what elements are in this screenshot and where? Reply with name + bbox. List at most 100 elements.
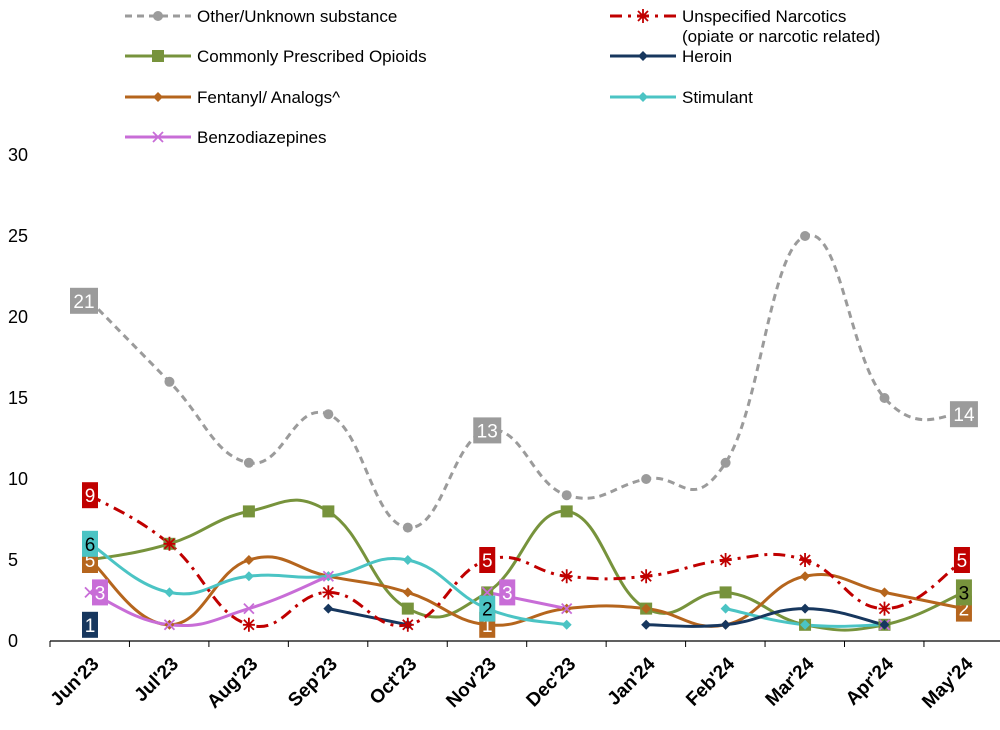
x-tick-label: Aug'23	[203, 654, 262, 713]
x-tick-label: Dec'23	[523, 654, 581, 712]
data-label-text: 2	[959, 600, 970, 621]
series-line	[486, 590, 567, 611]
data-point	[800, 571, 811, 582]
data-label-text: 9	[85, 486, 96, 507]
data-label-box	[949, 401, 978, 428]
data-label: 2	[479, 595, 496, 622]
data-point	[561, 602, 573, 615]
data-point	[243, 555, 254, 565]
data-label: 14	[949, 401, 978, 428]
legend-swatch-marker	[638, 51, 648, 61]
legend-label: Heroin	[682, 47, 732, 66]
data-point	[800, 619, 811, 630]
data-label-text: 13	[477, 421, 498, 442]
data-label-box	[82, 482, 98, 509]
data-label: 3	[92, 579, 108, 606]
x-tick-label: Jun'23	[47, 654, 104, 711]
data-point	[402, 555, 413, 565]
x-tick-label: Nov'23	[442, 654, 500, 712]
data-point	[322, 505, 335, 518]
legend-item: Benzodiazepines	[125, 128, 326, 147]
series-line	[646, 607, 885, 628]
data-label-text: 5	[957, 551, 968, 572]
data-label-text: 2	[482, 600, 493, 621]
data-point	[164, 376, 175, 387]
x-tick-label: Mar'24	[762, 653, 819, 710]
data-point	[243, 457, 254, 468]
series-line	[88, 233, 965, 530]
data-point	[323, 603, 334, 614]
data-label: 1	[82, 611, 98, 638]
x-tick-label: Apr'24	[842, 653, 898, 709]
data-point	[641, 603, 652, 614]
y-tick-label: 25	[8, 226, 28, 246]
data-point	[719, 586, 732, 599]
data-label-box	[70, 287, 98, 314]
data-label-text: 21	[73, 292, 94, 313]
data-label-text: 1	[85, 616, 96, 637]
legend-label: Stimulant	[682, 88, 753, 107]
data-point	[720, 603, 731, 614]
data-label: 6	[82, 530, 98, 557]
legend-label: Commonly Prescribed Opioids	[197, 47, 427, 66]
legend-label: Benzodiazepines	[197, 128, 326, 147]
data-point	[878, 601, 891, 616]
legend-swatch-marker	[152, 50, 164, 62]
data-point	[163, 536, 176, 551]
data-label-text: 3	[502, 583, 513, 604]
series-line	[89, 555, 965, 628]
data-label-text: 5	[482, 551, 493, 572]
legend-swatch-marker	[153, 92, 163, 102]
data-label-box	[499, 579, 516, 606]
data-point	[560, 505, 573, 518]
data-point	[561, 490, 572, 501]
data-point	[879, 587, 890, 598]
data-point	[640, 569, 653, 584]
legend-item: Unspecified Narcotics(opiate or narcotic…	[610, 7, 880, 46]
data-point	[800, 231, 811, 241]
y-axis: 0 5 10 15 20 25 30	[8, 145, 28, 651]
data-point	[322, 570, 334, 582]
data-label-box	[955, 579, 972, 606]
data-label: 3	[499, 579, 516, 606]
data-point	[402, 587, 413, 598]
data-label-text: 3	[959, 583, 970, 604]
y-tick-label: 0	[8, 631, 18, 651]
data-point	[879, 393, 890, 403]
series-markers	[84, 231, 970, 632]
data-point	[641, 474, 652, 484]
data-label-text: 1	[482, 616, 493, 637]
legend-label: Other/Unknown substance	[197, 7, 397, 26]
data-label: 5	[953, 547, 970, 573]
legend-swatch-marker	[152, 131, 164, 143]
x-tick-label: Jul'23	[131, 654, 183, 706]
data-label-box	[473, 417, 502, 444]
y-tick-label: 30	[8, 145, 28, 165]
legend-item: Other/Unknown substance	[125, 7, 397, 26]
data-label: 3	[955, 579, 972, 606]
data-point	[561, 619, 572, 630]
legend-label: (opiate or narcotic related)	[682, 27, 880, 46]
legend-item: Stimulant	[610, 88, 753, 107]
series-lines	[88, 233, 965, 632]
legend-label: Fentanyl/ Analogs^	[197, 88, 340, 107]
series-line	[328, 607, 409, 627]
y-tick-label: 10	[8, 469, 28, 489]
data-label-text: 6	[85, 535, 96, 556]
data-point	[560, 569, 573, 584]
data-label-box	[479, 547, 496, 573]
data-point	[879, 619, 890, 630]
x-tick-label: Sep'23	[284, 654, 342, 712]
x-tick-label: Feb'24	[682, 653, 739, 710]
legend-item: Heroin	[610, 47, 732, 66]
data-label-text: 14	[953, 405, 975, 426]
legend-label: Unspecified Narcotics	[682, 7, 846, 26]
data-point	[720, 457, 731, 468]
data-point	[719, 553, 732, 567]
data-point	[799, 553, 812, 567]
data-point	[720, 619, 731, 630]
legend-swatch-marker	[637, 9, 649, 23]
y-tick-label: 5	[8, 550, 18, 570]
